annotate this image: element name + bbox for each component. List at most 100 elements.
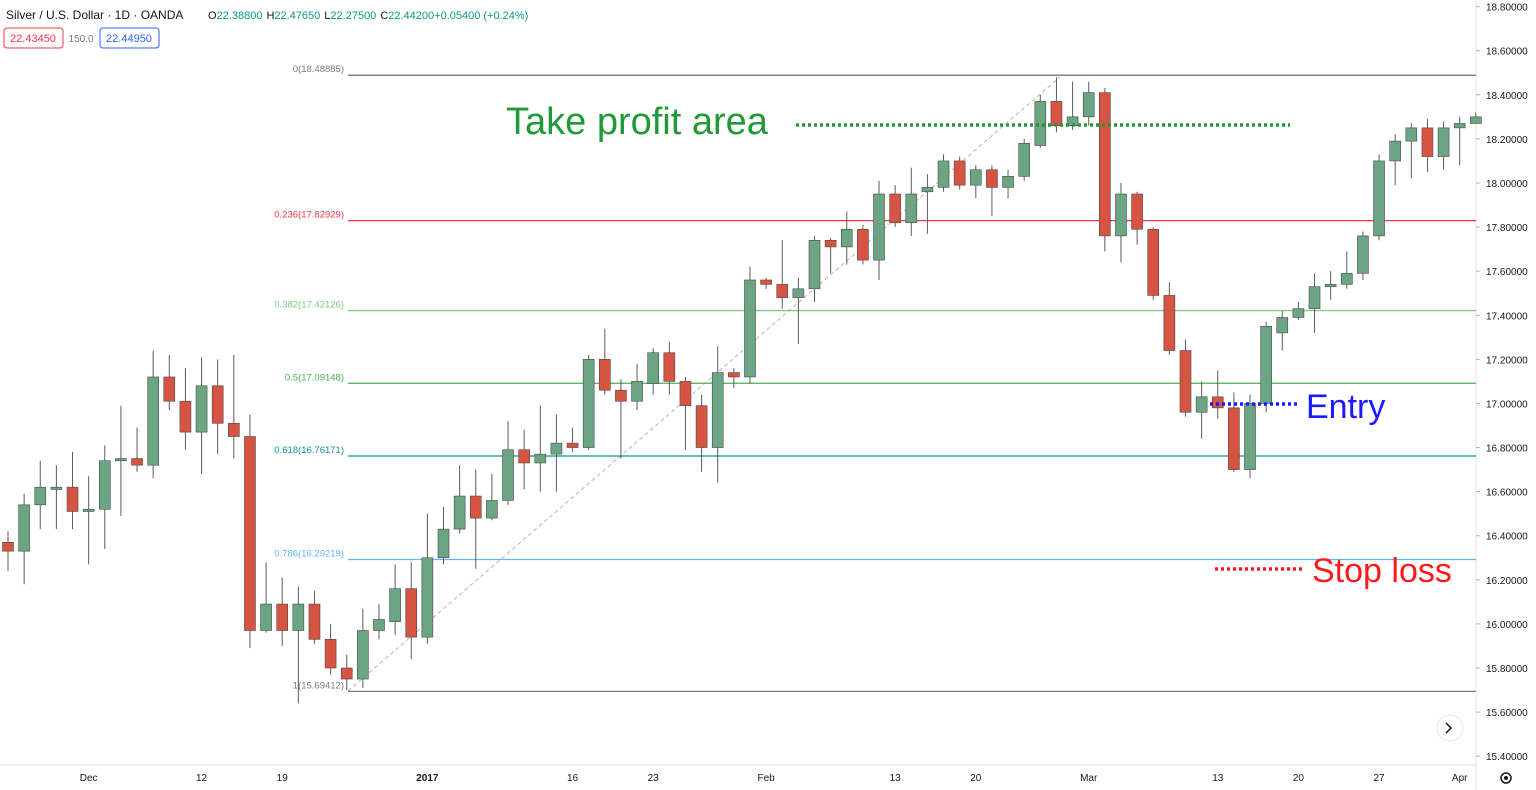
y-tick-label: 16.40000	[1486, 532, 1528, 543]
candle-body	[1421, 127, 1434, 157]
candle-body	[840, 228, 853, 248]
y-tick-label: 15.80000	[1486, 664, 1528, 675]
candle-body	[389, 588, 401, 623]
y-tick-label: 16.60000	[1486, 488, 1528, 499]
candle-body	[905, 193, 918, 223]
ohlc-value: 22.27500	[330, 10, 376, 22]
y-tick-label: 17.20000	[1486, 355, 1528, 366]
candle-body	[1018, 142, 1030, 177]
candle-body	[179, 400, 192, 433]
fib-level-label: 0(18.48885)	[293, 64, 344, 75]
ask-box	[99, 27, 160, 49]
gear-center[interactable]	[1504, 776, 1508, 780]
spread: 150.0	[68, 34, 93, 45]
ohlc-value: 22.38800	[217, 10, 263, 22]
candle-body	[82, 508, 95, 512]
candle-body	[550, 442, 563, 455]
candle-body	[373, 619, 385, 631]
candle-body	[921, 187, 934, 193]
y-tick-label: 17.60000	[1486, 267, 1528, 278]
candle-body	[324, 639, 337, 669]
candle-body	[308, 603, 321, 640]
fib-level-label: 0.618(16.76171)	[274, 445, 344, 456]
candle-body	[615, 389, 627, 402]
candle-body	[1195, 396, 1208, 413]
candle-body	[1308, 286, 1321, 309]
candle-body	[244, 436, 256, 631]
x-tick-label: Dec	[80, 773, 98, 784]
y-tick-label: 16.20000	[1486, 576, 1528, 587]
ohlc-value: 22.44200	[388, 10, 434, 22]
candle-body	[1292, 308, 1305, 318]
candle-body	[66, 486, 79, 512]
ohlc-label: L	[324, 10, 330, 22]
candle-body	[695, 405, 708, 448]
candle-body	[421, 557, 434, 638]
fib-level-label: 0.5(17.09148)	[285, 372, 344, 383]
candle-body	[18, 504, 30, 552]
y-tick-label: 17.00000	[1486, 399, 1528, 410]
y-tick-label: 15.60000	[1486, 708, 1528, 719]
candle-body	[1115, 193, 1127, 237]
candle-body	[1357, 235, 1369, 274]
candle-body	[211, 385, 224, 424]
gear[interactable]	[1500, 772, 1512, 784]
fib-level-label: 0.382(17.42126)	[274, 300, 344, 311]
candle-body	[776, 284, 789, 298]
candle-body	[873, 193, 885, 261]
candle-body	[1179, 350, 1192, 413]
y-tick-label: 16.80000	[1486, 444, 1528, 455]
x-tick-label: 27	[1373, 773, 1385, 784]
candle-body	[953, 160, 966, 186]
candle-body	[824, 240, 837, 248]
candle-body	[115, 458, 127, 462]
bid-price: 22.43450	[10, 33, 56, 45]
scroll-arrow[interactable]	[1445, 722, 1453, 734]
candle-body	[1260, 325, 1272, 404]
settings-icon[interactable]	[1500, 772, 1512, 784]
x-tick-label: Mar	[1080, 773, 1098, 784]
x-tick-label: 19	[277, 773, 289, 784]
y-tick-label: 15.40000	[1486, 752, 1528, 763]
candle-body	[1082, 92, 1095, 118]
y-tick-label: 18.20000	[1486, 135, 1528, 146]
candle-body	[357, 630, 369, 680]
scroll-button[interactable]	[1436, 714, 1464, 742]
candle-body	[486, 500, 498, 519]
candle-body	[760, 279, 772, 285]
candle-body	[1389, 140, 1401, 162]
candle-body	[195, 385, 208, 433]
candle-body	[986, 169, 998, 188]
candle-body	[163, 376, 176, 402]
y-tick-label: 18.80000	[1486, 3, 1528, 14]
x-tick-label: 20	[1293, 773, 1305, 784]
candle-body	[1453, 123, 1466, 129]
candle-body	[147, 376, 159, 466]
candle-body	[1050, 101, 1063, 126]
candle-body	[1276, 317, 1289, 334]
candle-body	[276, 603, 289, 631]
ohlc-value: +0.05400 (+0.24%)	[434, 10, 528, 22]
candle-body	[728, 372, 740, 378]
candle-body	[937, 160, 950, 188]
candle-body	[663, 352, 676, 382]
candle-body	[131, 458, 143, 466]
candle-body	[1034, 101, 1047, 146]
x-tick-label: 16	[567, 773, 579, 784]
y-tick-label: 17.80000	[1486, 223, 1528, 234]
candle-body	[647, 352, 660, 384]
candle-body	[1437, 127, 1450, 157]
candle-body	[631, 381, 643, 402]
candle-body	[1340, 273, 1353, 285]
candle-body	[534, 453, 547, 464]
candle-body	[582, 359, 595, 448]
candle-body	[857, 228, 869, 261]
x-tick-label: 13	[890, 773, 902, 784]
bid-box	[3, 27, 64, 49]
candle-body	[1405, 127, 1418, 142]
candle-body	[1131, 193, 1143, 230]
candle-body	[889, 193, 901, 223]
y-tick-label: 18.60000	[1486, 47, 1528, 58]
candle-body	[518, 449, 530, 464]
